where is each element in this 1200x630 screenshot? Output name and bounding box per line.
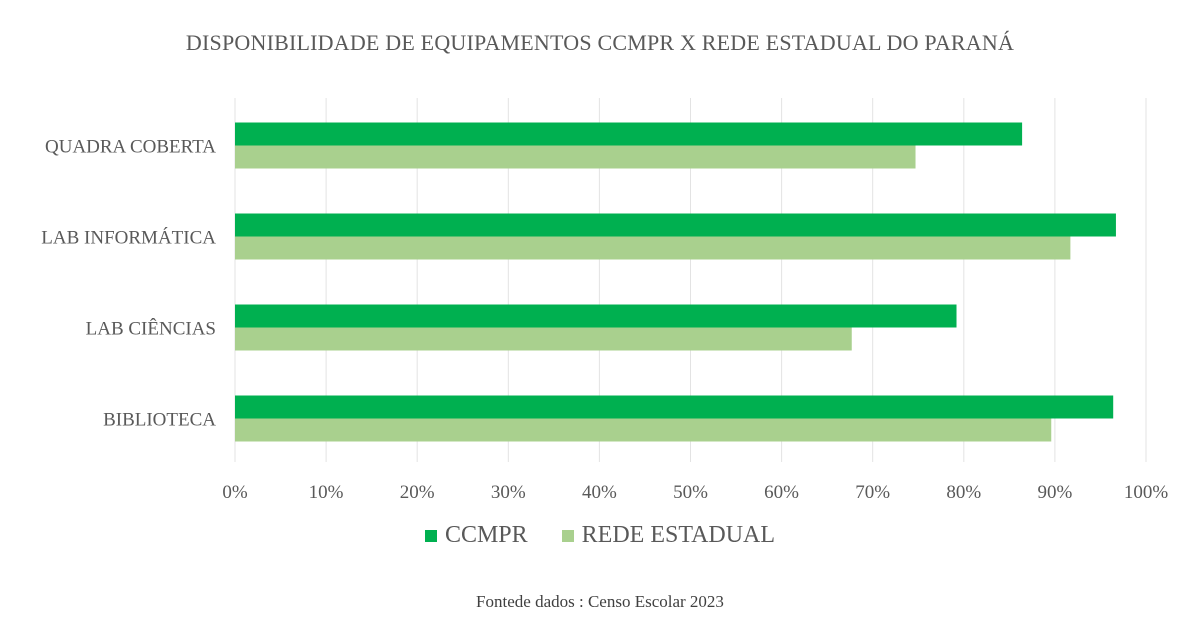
legend-label-ccmpr: CCMPR (444, 522, 528, 548)
x-tick-label: 80% (946, 482, 981, 503)
x-tick-label: 20% (400, 482, 435, 503)
x-tick-label: 40% (582, 482, 617, 503)
x-tick-label: 90% (1037, 482, 1072, 503)
legend-item-rede-estadual: REDE ESTADUAL (561, 522, 776, 549)
legend-swatch-rede-estadual (561, 529, 574, 542)
chart-title: DISPONIBILIDADE DE EQUIPAMENTOS CCMPR X … (185, 30, 1015, 55)
category-label: QUADRA COBERTA (45, 137, 216, 158)
x-tick-label: 60% (764, 482, 799, 503)
bar-rede-estadual-biblioteca (235, 418, 1052, 442)
bar-rede-estadual-lab-informática (235, 236, 1071, 260)
x-tick-label: 0% (222, 482, 248, 503)
category-label: BIBLIOTECA (103, 410, 216, 431)
bar-rede-estadual-quadra-coberta (235, 145, 916, 169)
bar-ccmpr-lab-informática (235, 213, 1116, 237)
bar-chart: 0% 10% 20% 30% 40% 50% 60% 70% 80% 90% 100% QUADRA … (41, 98, 1169, 503)
category-label: LAB INFORMÁTICA (41, 227, 216, 249)
legend-label-rede-estadual: REDE ESTADUAL (581, 522, 776, 548)
bar-rede-estadual-lab-ciências (235, 327, 852, 351)
bar-ccmpr-biblioteca (235, 395, 1114, 419)
x-tick-label: 100% (1124, 482, 1169, 503)
x-tick-label: 70% (855, 482, 890, 503)
legend: CCMPR REDE ESTADUAL (0, 522, 1200, 549)
legend-item-ccmpr: CCMPR (424, 522, 528, 549)
bar-ccmpr-lab-ciências (235, 304, 957, 328)
legend-swatch-ccmpr (424, 529, 437, 542)
x-tick-label: 50% (673, 482, 708, 503)
source-note: Fontede dados : Censo Escolar 2023 (476, 592, 724, 611)
category-label: LAB CIÊNCIAS (86, 318, 216, 340)
bar-ccmpr-quadra-coberta (235, 122, 1023, 146)
x-tick-label: 30% (491, 482, 526, 503)
x-tick-label: 10% (309, 482, 344, 503)
